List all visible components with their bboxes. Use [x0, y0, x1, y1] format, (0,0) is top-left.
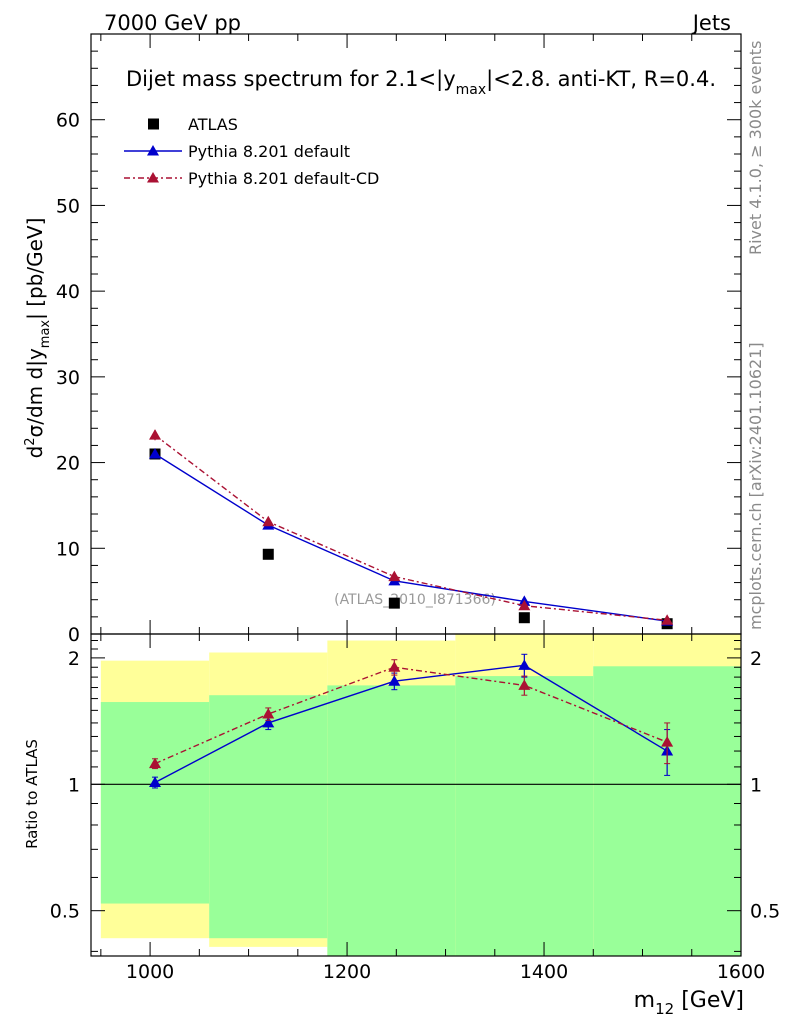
- ratio-tick-label-right-0.5: 0.5: [750, 901, 780, 923]
- green-band-4: [593, 666, 741, 956]
- ratio-y-label: Ratio to ATLAS: [23, 739, 41, 849]
- main-series-group: [149, 429, 674, 630]
- series-2-point-1: [262, 515, 275, 527]
- ratio-plot-frame: [90, 633, 742, 957]
- analysis-watermark: (ATLAS_2010_I871366): [334, 592, 496, 608]
- mcplots-label: mcplots.cern.ch [arXiv:2401.10621]: [746, 342, 765, 630]
- ratio-tick-label-left-2: 2: [68, 648, 80, 670]
- chart-title-pre: Dijet mass spectrum for 2.1<|y: [126, 67, 456, 92]
- y-tick-label-20: 20: [56, 453, 80, 475]
- x-label-unit: [GeV]: [674, 988, 744, 1013]
- y-label-mid: σ/dm d|y: [23, 348, 47, 437]
- chart-title-post: |<2.8. anti-KT, R=0.4.: [486, 67, 716, 92]
- ratio-tick-label-left-1: 1: [68, 774, 80, 796]
- green-band-2: [327, 685, 456, 956]
- legend-item-2-marker: [147, 172, 159, 183]
- series-2-point-0: [149, 429, 162, 440]
- chart-title-sub: max: [456, 82, 487, 98]
- ratio-tick-label-right-1: 1: [750, 774, 762, 796]
- series-0-point-3: [518, 612, 530, 624]
- legend-item-0-label: ATLAS: [188, 115, 238, 134]
- legend-item-2-label: Pythia 8.201 default-CD: [188, 169, 379, 188]
- axis-ticks: [91, 33, 742, 956]
- green-band-1: [209, 695, 328, 939]
- ratio-series-group: [149, 653, 674, 789]
- y-label-post: | [pb/GeV]: [23, 218, 47, 320]
- ratio-tick-label-left-0.5: 0.5: [50, 901, 80, 923]
- ratio-series-0-point-3: [518, 659, 531, 670]
- y-label-d: d: [23, 446, 47, 459]
- chart-title: Dijet mass spectrum for 2.1<|ymax|<2.8. …: [126, 67, 716, 98]
- legend: ATLAS Pythia 8.201 default Pythia 8.201 de…: [124, 115, 379, 188]
- uncertainty-bands: [100, 634, 741, 956]
- series-1-point-0: [149, 448, 162, 459]
- y-axis-label: d2σ/dm d|ymax| [pb/GeV]: [23, 218, 53, 459]
- rivet-label: Rivet 4.1.0, ≥ 300k events: [746, 41, 765, 255]
- series-0-point-2: [388, 597, 400, 609]
- legend-item-0-marker: [148, 118, 159, 130]
- ratio-series-1-point-2: [388, 661, 401, 672]
- x-axis-label: m12 [GeV]: [634, 988, 744, 1018]
- y-tick-label-40: 40: [56, 281, 80, 303]
- ratio-series-0-point-0: [149, 776, 162, 787]
- y-label-sub: max: [38, 320, 53, 349]
- y-tick-label-50: 50: [56, 195, 80, 217]
- green-band-0: [100, 702, 210, 904]
- header-left: 7000 GeV pp: [104, 11, 241, 35]
- series-0-point-1: [262, 548, 274, 560]
- y-tick-label-30: 30: [56, 367, 80, 389]
- x-label-main: m: [634, 988, 655, 1013]
- ratio-series-0-point-1: [262, 716, 275, 728]
- tick-labels: 1000 1200 1400 1600 0 10 20 30 40 50 60 0.5 0.5 1 1 2 2: [50, 110, 780, 983]
- x-tick-label-1600: 1600: [717, 961, 765, 983]
- ratio-series-1-point-4: [661, 736, 674, 747]
- series-2-point-4: [661, 614, 674, 625]
- ratio-series-1-point-3: [518, 679, 531, 690]
- ratio-series-1-point-0: [149, 757, 162, 769]
- x-label-sub: 12: [655, 1000, 674, 1018]
- ratio-series-0-point-2: [388, 675, 401, 686]
- y-tick-label-10: 10: [56, 538, 80, 560]
- y-label-sup: 2: [23, 437, 38, 445]
- y-tick-label-0: 0: [68, 624, 80, 646]
- x-tick-label-1200: 1200: [323, 961, 371, 983]
- x-tick-label-1000: 1000: [126, 961, 174, 983]
- green-band-3: [455, 676, 594, 956]
- ratio-series-1-point-1: [262, 708, 275, 719]
- x-tick-label-1400: 1400: [520, 961, 568, 983]
- legend-item-1-label: Pythia 8.201 default: [188, 142, 350, 161]
- series-2-point-3: [518, 599, 531, 611]
- series-2-point-2: [388, 570, 401, 582]
- legend-item-1-marker: [147, 145, 159, 156]
- y-tick-label-60: 60: [56, 110, 80, 132]
- ratio-tick-label-right-2: 2: [750, 648, 762, 670]
- header-right: Jets: [691, 11, 731, 35]
